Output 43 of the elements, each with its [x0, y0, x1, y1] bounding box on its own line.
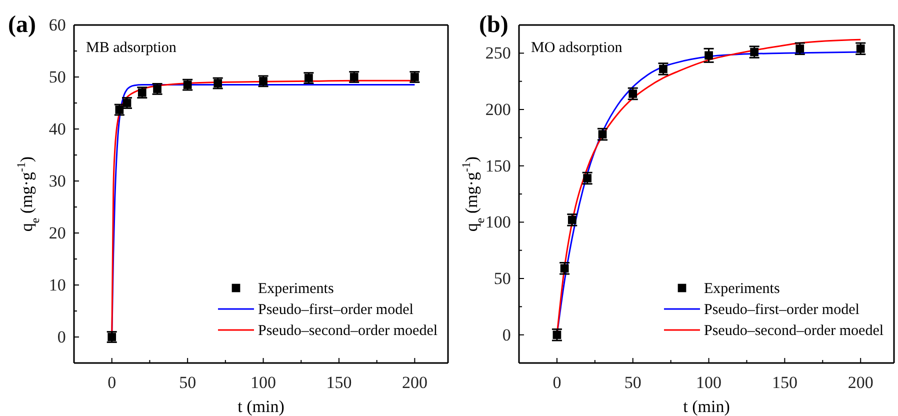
- y-tick-label: 100: [485, 212, 511, 232]
- point: [598, 130, 607, 138]
- x-tick-label: 0: [552, 373, 562, 392]
- x-tick-label: 200: [848, 373, 874, 392]
- annotation: MB adsorption: [86, 40, 177, 56]
- x-axis-title: t (min): [683, 397, 730, 416]
- y-tick-label: 50: [48, 67, 66, 86]
- legend-label: Pseudo–second–order moedel: [258, 323, 438, 339]
- point: [856, 44, 865, 53]
- x-tick-label: 150: [326, 373, 352, 392]
- y-tick-label: 50: [494, 268, 511, 288]
- point: [796, 44, 804, 53]
- x-tick-label: 150: [772, 373, 798, 392]
- x-tick-label: 100: [696, 373, 722, 392]
- chart-title: (a): [8, 12, 36, 38]
- legend-label: Pseudo–second–order moedel: [704, 323, 884, 339]
- x-axis-title: t (min): [238, 397, 284, 416]
- y-tick-label: 200: [485, 100, 511, 119]
- x-tick-label: 0: [108, 373, 116, 392]
- point: [583, 174, 592, 182]
- y-tick-label: 60: [48, 15, 66, 34]
- x-tick-label: 50: [624, 373, 642, 392]
- chart-title: (b): [479, 12, 508, 38]
- point: [628, 90, 638, 98]
- y-tick-label: 0: [502, 325, 511, 344]
- legend-label: Pseudo–first–order model: [704, 302, 860, 318]
- x-tick-label: 200: [402, 373, 428, 392]
- y-tick-label: 40: [48, 119, 66, 138]
- legend-label: Experiments: [704, 281, 780, 297]
- y-tick-label: 30: [48, 171, 66, 190]
- y-tick-label: 10: [48, 275, 66, 294]
- x-tick-label: 50: [179, 373, 196, 392]
- point: [560, 264, 569, 273]
- point: [552, 330, 562, 340]
- y-tick-label: 0: [57, 327, 66, 346]
- y-tick-label: 150: [485, 156, 511, 176]
- legend-label: Experiments: [258, 281, 334, 297]
- y-tick-label: 250: [485, 44, 511, 63]
- y-tick-label: 20: [48, 223, 66, 242]
- point: [704, 51, 713, 60]
- x-tick-label: 100: [250, 373, 276, 392]
- annotation: MO adsorption: [531, 40, 623, 56]
- legend-label: Pseudo–first–order model: [258, 302, 414, 318]
